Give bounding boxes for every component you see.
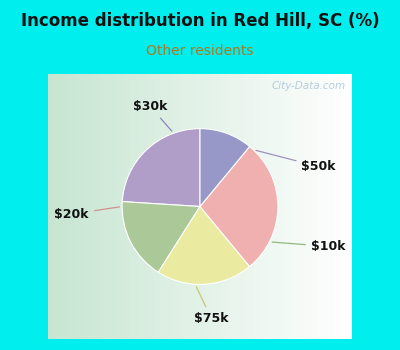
Text: $50k: $50k [256, 150, 336, 173]
Text: Other residents: Other residents [146, 44, 254, 58]
Text: $20k: $20k [54, 207, 119, 220]
Wedge shape [122, 202, 200, 272]
Text: City-Data.com: City-Data.com [272, 82, 346, 91]
Wedge shape [122, 128, 200, 206]
Wedge shape [200, 147, 278, 266]
Text: $30k: $30k [134, 100, 172, 131]
Wedge shape [158, 206, 250, 285]
Text: $75k: $75k [194, 287, 229, 325]
Text: Income distribution in Red Hill, SC (%): Income distribution in Red Hill, SC (%) [21, 12, 379, 30]
Wedge shape [200, 128, 250, 206]
Text: $10k: $10k [272, 240, 346, 253]
